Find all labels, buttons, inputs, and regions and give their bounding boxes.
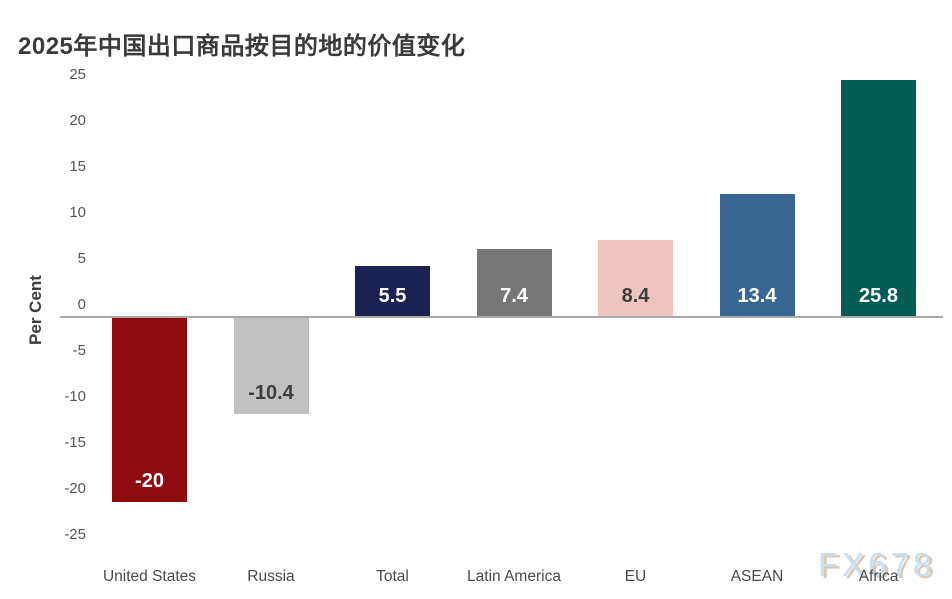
zero-baseline	[60, 316, 943, 318]
y-tick-label: -10	[64, 388, 86, 405]
category-label-united-states: United States	[102, 568, 197, 585]
chart-title: 2025年中国出口商品按目的地的价值变化	[18, 33, 466, 60]
y-tick-label: 10	[69, 204, 86, 221]
bar-value-label: 7.4	[500, 284, 528, 307]
bar-eu: 8.4	[598, 239, 673, 317]
y-tick-label: -20	[64, 480, 86, 497]
bar-value-label: 5.5	[378, 284, 407, 307]
y-tick-label: 15	[69, 158, 86, 175]
bar-total: 5.5	[355, 266, 430, 317]
bar-africa: 25.8	[841, 79, 916, 317]
bar-latin-america: 7.4	[476, 248, 552, 317]
y-tick-label: -15	[64, 434, 86, 451]
y-tick-label: 0	[77, 296, 86, 313]
category-label-eu: EU	[624, 568, 647, 585]
y-tick-label: -25	[64, 526, 86, 543]
bar-value-label: 25.8	[859, 284, 898, 307]
category-label-russia: Russia	[247, 568, 295, 585]
bar-russia: -10.4	[233, 318, 309, 414]
category-label-africa: Africa	[858, 568, 899, 585]
bar-value-label: 8.4	[621, 284, 650, 307]
category-label-latin-america: Latin America	[467, 568, 561, 585]
watermark-fx678: FX678	[818, 546, 936, 583]
category-label-asean: ASEAN	[730, 568, 784, 585]
bar-value-label: 13.4	[737, 284, 777, 307]
y-tick-label: 25	[69, 66, 86, 83]
bar-asean: 13.4	[719, 193, 795, 317]
bar-value-label: -10.4	[248, 381, 294, 404]
category-label-total: Total	[376, 568, 409, 585]
y-tick-label: 5	[77, 250, 86, 267]
y-tick-label: 20	[69, 112, 86, 129]
y-tick-label: -5	[72, 342, 86, 359]
bar-value-label: -20	[135, 470, 164, 492]
bar-united-states: -20	[112, 318, 187, 502]
